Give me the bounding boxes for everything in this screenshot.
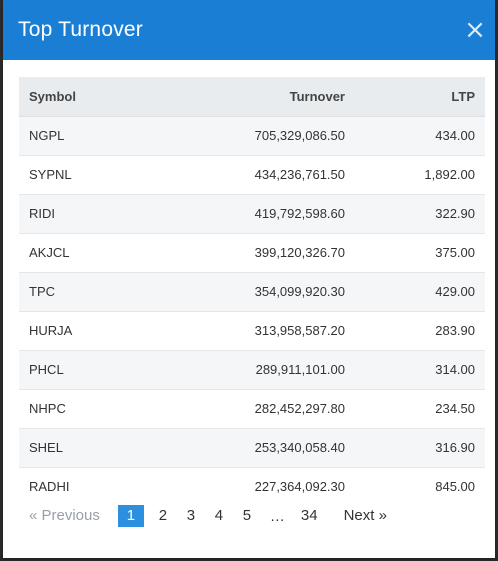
table-row[interactable]: SHEL 253,340,058.40 316.90 [19,427,485,467]
cell-ltp: 845.00 [355,466,485,506]
cell-turnover: 253,340,058.40 [189,427,355,467]
cell-symbol: RIDI [19,193,189,233]
table-row[interactable]: TPC 354,099,920.30 429.00 [19,271,485,311]
turnover-table-container: Symbol Turnover LTP NGPL 705,329,086.50 … [19,77,485,506]
pagination: « Previous 1 2 3 4 5 … 34 Next » [25,505,391,527]
modal-title: Top Turnover [18,18,143,41]
cell-turnover: 434,236,761.50 [189,154,355,194]
top-turnover-modal: Top Turnover × Symbol Turnover LTP NGPL … [3,0,495,558]
turnover-table: Symbol Turnover LTP NGPL 705,329,086.50 … [19,77,485,506]
cell-symbol: NHPC [19,388,189,428]
pagination-ellipsis: … [269,507,285,525]
previous-page-button[interactable]: « Previous [29,507,100,524]
column-header-ltp[interactable]: LTP [355,77,485,117]
page-button-4[interactable]: 4 [214,507,224,524]
cell-symbol: PHCL [19,349,189,389]
cell-turnover: 227,364,092.30 [189,466,355,506]
table-row[interactable]: NHPC 282,452,297.80 234.50 [19,388,485,428]
cell-ltp: 314.00 [355,349,485,389]
table-row[interactable]: PHCL 289,911,101.00 314.00 [19,349,485,389]
cell-ltp: 234.50 [355,388,485,428]
cell-turnover: 289,911,101.00 [189,349,355,389]
page-button-last[interactable]: 34 [300,507,318,524]
cell-symbol: SYPNL [19,154,189,194]
cell-symbol: TPC [19,271,189,311]
cell-symbol: NGPL [19,115,189,155]
cell-symbol: HURJA [19,310,189,350]
cell-turnover: 282,452,297.80 [189,388,355,428]
close-icon[interactable]: × [464,15,486,45]
table-row[interactable]: HURJA 313,958,587.20 283.90 [19,310,485,350]
cell-ltp: 375.00 [355,232,485,272]
next-page-button[interactable]: Next » [343,507,387,524]
cell-symbol: RADHI [19,466,189,506]
cell-ltp: 322.90 [355,193,485,233]
backdrop-footer [0,555,498,561]
page-button-5[interactable]: 5 [242,507,252,524]
table-row[interactable]: NGPL 705,329,086.50 434.00 [19,115,485,155]
cell-ltp: 1,892.00 [355,154,485,194]
table-row[interactable]: RIDI 419,792,598.60 322.90 [19,193,485,233]
table-row[interactable]: AKJCL 399,120,326.70 375.00 [19,232,485,272]
cell-ltp: 429.00 [355,271,485,311]
table-row[interactable]: SYPNL 434,236,761.50 1,892.00 [19,154,485,194]
cell-turnover: 399,120,326.70 [189,232,355,272]
cell-ltp: 316.90 [355,427,485,467]
cell-ltp: 434.00 [355,115,485,155]
modal-header: Top Turnover × [3,0,495,60]
table-row[interactable]: RADHI 227,364,092.30 845.00 [19,466,485,506]
cell-turnover: 705,329,086.50 [189,115,355,155]
table-header-row: Symbol Turnover LTP [19,77,485,117]
column-header-symbol[interactable]: Symbol [19,77,189,117]
cell-turnover: 419,792,598.60 [189,193,355,233]
page-button-2[interactable]: 2 [158,507,168,524]
cell-turnover: 313,958,587.20 [189,310,355,350]
column-header-turnover[interactable]: Turnover [189,77,355,117]
cell-symbol: AKJCL [19,232,189,272]
page-button-3[interactable]: 3 [186,507,196,524]
cell-symbol: SHEL [19,427,189,467]
cell-turnover: 354,099,920.30 [189,271,355,311]
page-button-1[interactable]: 1 [117,505,144,527]
cell-ltp: 283.90 [355,310,485,350]
